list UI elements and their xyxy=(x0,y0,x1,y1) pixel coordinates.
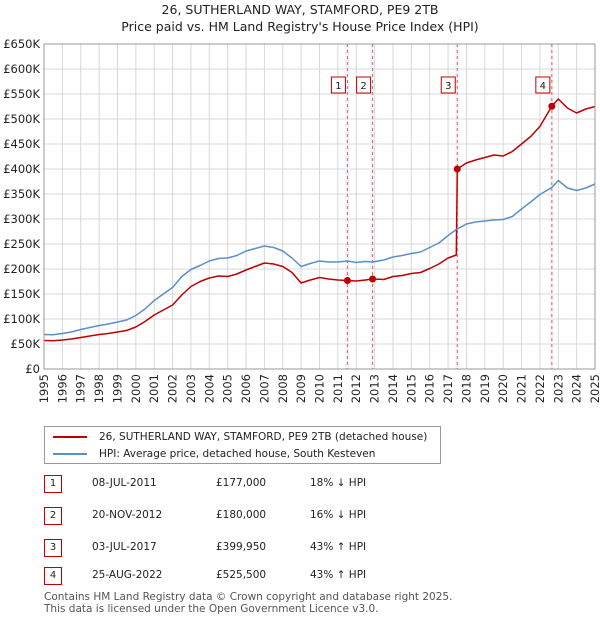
x-tick-label: 2013 xyxy=(368,374,382,403)
x-tick-label: 2005 xyxy=(221,374,235,403)
legend-item-hpi: HPI: Average price, detached house, Sout… xyxy=(53,446,375,462)
x-tick-label: 2015 xyxy=(404,374,418,403)
sale-hpi-diff: 43% ↑ HPI xyxy=(310,569,366,581)
sale-marker xyxy=(548,103,555,110)
footer-copyright: Contains HM Land Registry data © Crown c… xyxy=(44,591,452,603)
y-tick-label: £200K xyxy=(3,262,40,276)
x-tick-label: 2012 xyxy=(349,374,363,403)
y-tick-label: £350K xyxy=(3,187,40,201)
x-tick-label: 2002 xyxy=(166,374,180,403)
chart-legend: 26, SUTHERLAND WAY, STAMFORD, PE9 2TB (d… xyxy=(44,426,441,464)
x-tick-label: 2011 xyxy=(331,374,345,403)
sale-hpi-diff: 43% ↑ HPI xyxy=(310,541,366,553)
sale-row: 3 03-JUL-2017 £399,950 43% ↑ HPI xyxy=(44,539,444,559)
sale-row: 4 25-AUG-2022 £525,500 43% ↑ HPI xyxy=(44,567,444,587)
sale-number-badge: 1 xyxy=(44,475,62,493)
sale-marker xyxy=(454,166,461,173)
event-label: 2 xyxy=(360,81,366,92)
y-tick-label: £50K xyxy=(11,337,41,351)
x-tick-label: 2006 xyxy=(239,374,253,403)
x-tick-label: 2009 xyxy=(294,374,308,403)
y-tick-label: £500K xyxy=(3,112,40,126)
sale-number-badge: 2 xyxy=(44,507,62,525)
legend-label-hpi: HPI: Average price, detached house, Sout… xyxy=(99,448,375,460)
legend-item-property: 26, SUTHERLAND WAY, STAMFORD, PE9 2TB (d… xyxy=(53,429,427,445)
x-tick-label: 2004 xyxy=(202,374,216,403)
x-tick-label: 2014 xyxy=(386,374,400,403)
sale-hpi-diff: 18% ↓ HPI xyxy=(310,477,366,489)
y-tick-label: £600K xyxy=(3,62,40,76)
sale-marker xyxy=(344,277,351,284)
sale-hpi-diff: 16% ↓ HPI xyxy=(310,509,366,521)
sale-row: 1 08-JUL-2011 £177,000 18% ↓ HPI xyxy=(44,475,444,495)
sale-date: 20-NOV-2012 xyxy=(92,509,162,521)
x-tick-label: 2021 xyxy=(515,374,529,403)
event-label: 3 xyxy=(445,81,451,92)
y-tick-label: £250K xyxy=(3,237,40,251)
legend-swatch-property xyxy=(53,436,87,438)
x-tick-label: 1999 xyxy=(110,374,124,403)
x-tick-label: 2023 xyxy=(551,374,565,403)
x-tick-label: 2025 xyxy=(588,374,600,403)
x-tick-label: 1998 xyxy=(92,374,106,403)
legend-swatch-hpi xyxy=(53,453,87,455)
event-label: 1 xyxy=(335,81,341,92)
y-tick-label: £550K xyxy=(3,87,40,101)
x-tick-label: 2022 xyxy=(533,374,547,403)
price-chart: £0 £50K £100K £150K £200K £250K £300K £350K £400… xyxy=(0,0,600,420)
x-tick-label: 1995 xyxy=(37,374,51,403)
x-tick-label: 2024 xyxy=(570,374,584,403)
sale-date: 03-JUL-2017 xyxy=(92,541,157,553)
sale-price: £399,950 xyxy=(216,541,266,553)
event-label: 4 xyxy=(540,81,546,92)
y-tick-label: £150K xyxy=(3,287,40,301)
x-tick-label: 2007 xyxy=(257,374,271,403)
x-tick-label: 2000 xyxy=(129,374,143,403)
x-tick-label: 2018 xyxy=(459,374,473,403)
sale-marker xyxy=(369,276,376,283)
sale-date: 25-AUG-2022 xyxy=(92,569,162,581)
x-tick-label: 2017 xyxy=(441,374,455,403)
sale-number-badge: 4 xyxy=(44,567,62,585)
x-tick-label: 1996 xyxy=(55,374,69,403)
y-tick-label: £400K xyxy=(3,162,40,176)
x-tick-label: 2010 xyxy=(313,374,327,403)
y-tick-label: £0 xyxy=(25,362,40,376)
x-tick-label: 2008 xyxy=(276,374,290,403)
x-tick-label: 2019 xyxy=(478,374,492,403)
y-tick-label: £100K xyxy=(3,312,40,326)
sale-price: £180,000 xyxy=(216,509,266,521)
y-tick-label: £450K xyxy=(3,137,40,151)
x-tick-label: 1997 xyxy=(74,374,88,403)
sale-number-badge: 3 xyxy=(44,539,62,557)
footer-licence: This data is licensed under the Open Gov… xyxy=(44,603,379,615)
x-tick-label: 2016 xyxy=(423,374,437,403)
sale-price: £525,500 xyxy=(216,569,266,581)
legend-label-property: 26, SUTHERLAND WAY, STAMFORD, PE9 2TB (d… xyxy=(99,431,427,443)
sale-price: £177,000 xyxy=(216,477,266,489)
y-tick-label: £300K xyxy=(3,212,40,226)
y-tick-label: £650K xyxy=(3,37,40,51)
x-tick-label: 2020 xyxy=(496,374,510,403)
sale-row: 2 20-NOV-2012 £180,000 16% ↓ HPI xyxy=(44,507,444,527)
x-tick-label: 2001 xyxy=(147,374,161,403)
sale-date: 08-JUL-2011 xyxy=(92,477,157,489)
x-tick-label: 2003 xyxy=(184,374,198,403)
